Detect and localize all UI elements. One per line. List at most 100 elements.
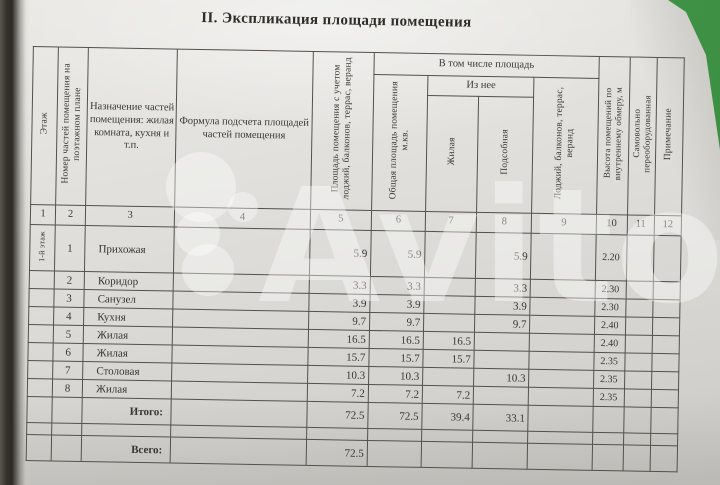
cell-empty <box>51 396 83 424</box>
cell-height: 2.40 <box>594 316 626 335</box>
cell-floor <box>28 306 54 325</box>
cell-empty <box>26 396 53 423</box>
cell-total-area: 15.7 <box>368 348 424 368</box>
col-number: 8 <box>476 212 532 234</box>
col-number: 9 <box>531 213 597 235</box>
cell-room-number: 7 <box>52 360 84 380</box>
cell-empty <box>592 406 624 433</box>
cell-living-area <box>423 313 476 333</box>
cell-room-name: Кухня <box>83 307 174 328</box>
col-number: 10 <box>595 214 628 235</box>
cell-empty <box>51 434 82 462</box>
cell-remodeled <box>624 370 652 390</box>
cell-empty <box>527 431 593 445</box>
cell-room-name: Коридор <box>84 271 174 292</box>
cell-auxiliary-area: 5.9 <box>475 232 532 280</box>
cell-living-area <box>422 367 475 387</box>
cell-total-area: 3.3 <box>370 276 425 296</box>
cell-living-area: 16.5 <box>423 331 475 351</box>
cell-total-area: 5.9 <box>370 230 426 278</box>
col-number: 5 <box>310 209 372 231</box>
cell-floor <box>28 324 54 343</box>
cell-room-name: Жилая <box>83 325 173 346</box>
cell-room-name: Столовая <box>82 361 173 382</box>
cell-room-name: Жилая <box>83 343 173 364</box>
cell-remodeled <box>625 298 653 318</box>
col-number: 3 <box>85 205 176 228</box>
totals-living-area: 39.4 <box>421 403 474 431</box>
cell-remodeled <box>626 234 654 282</box>
cell-area-with-loggias: 15.7 <box>307 347 370 367</box>
cell-formula <box>172 345 308 366</box>
cell-area-with-loggias: 16.5 <box>307 329 370 349</box>
cell-room-number: 6 <box>52 342 84 362</box>
cell-formula <box>171 363 308 384</box>
cell-note <box>651 371 679 390</box>
col-header-note: Примечание <box>654 57 685 216</box>
grand-total-label: Всего: <box>81 435 171 464</box>
col-number: 6 <box>371 210 426 232</box>
cell-note <box>652 281 681 300</box>
cell-floor <box>29 270 55 289</box>
cell-empty <box>170 437 307 466</box>
cell-room-name: Жилая <box>82 379 172 400</box>
cell-empty <box>472 430 529 444</box>
cell-area-with-loggias: 3.9 <box>308 293 371 313</box>
cell-height: 2.35 <box>593 352 625 371</box>
cell-height: 2.30 <box>594 280 627 299</box>
cell-room-name: Прихожая <box>84 225 175 274</box>
cell-area-with-loggias: 3.3 <box>308 275 371 295</box>
cell-remodeled <box>625 280 654 300</box>
col-header-total-area: Общая площадь помещения м.кв. <box>371 74 429 212</box>
cell-total-area: 9.7 <box>369 312 424 332</box>
cell-room-name: Санузел <box>83 289 174 310</box>
cell-living-area <box>423 295 476 315</box>
col-number: 7 <box>425 211 477 233</box>
cell-empty <box>171 399 308 428</box>
cell-note <box>651 353 680 372</box>
cell-loggia-area <box>530 279 596 299</box>
cell-room-number: 1 <box>54 224 86 272</box>
col-header-purpose: Назначение частей помещения: жилая комна… <box>85 47 178 208</box>
cell-room-number: 5 <box>53 324 84 344</box>
cell-total-area: 10.3 <box>368 366 423 386</box>
col-header-loggias: Лоджий, балконов, террас, веранд <box>531 77 599 215</box>
cell-living-area: 15.7 <box>422 349 475 369</box>
cell-height: 2.30 <box>594 298 626 317</box>
cell-total-area: 16.5 <box>369 330 424 350</box>
cell-empty <box>649 445 678 472</box>
cell-empty <box>367 428 422 442</box>
cell-height: 2.40 <box>593 334 626 353</box>
cell-empty <box>527 443 593 471</box>
cell-remodeled <box>624 352 652 372</box>
cell-empty <box>650 433 678 446</box>
cell-room-number: 4 <box>53 306 84 326</box>
cell-auxiliary-area: 3.9 <box>475 296 531 316</box>
cell-empty <box>622 444 651 472</box>
cell-total-area: 3.9 <box>369 294 425 314</box>
page-title: II. Экспликация площади помещения <box>201 9 472 31</box>
cell-empty <box>26 422 52 435</box>
col-header-formula: Формула подсчета площадей частей помещен… <box>175 49 314 210</box>
group-header-of-it: Из нее <box>427 75 535 98</box>
cell-height: 2.35 <box>592 388 625 407</box>
totals-area-with-loggias: 72.5 <box>306 401 369 429</box>
cell-note <box>652 317 680 336</box>
cell-empty <box>592 432 624 445</box>
bottom-shadow <box>0 395 720 485</box>
cell-total-area: 7.2 <box>368 384 423 404</box>
cell-remodeled <box>623 388 652 408</box>
col-header-room-number: Номер частей помещения на поэтажном план… <box>55 46 89 206</box>
cell-formula <box>173 227 311 276</box>
col-number: 12 <box>653 215 682 236</box>
cell-loggia-area <box>528 369 594 389</box>
cell-floor <box>27 378 53 397</box>
cell-auxiliary-area <box>474 332 530 352</box>
col-header-living: Жилая <box>425 95 479 213</box>
cell-loggia-area <box>530 297 595 317</box>
grand-total-area: 72.5 <box>305 439 368 467</box>
col-header-auxiliary: Подсобная <box>476 96 534 214</box>
